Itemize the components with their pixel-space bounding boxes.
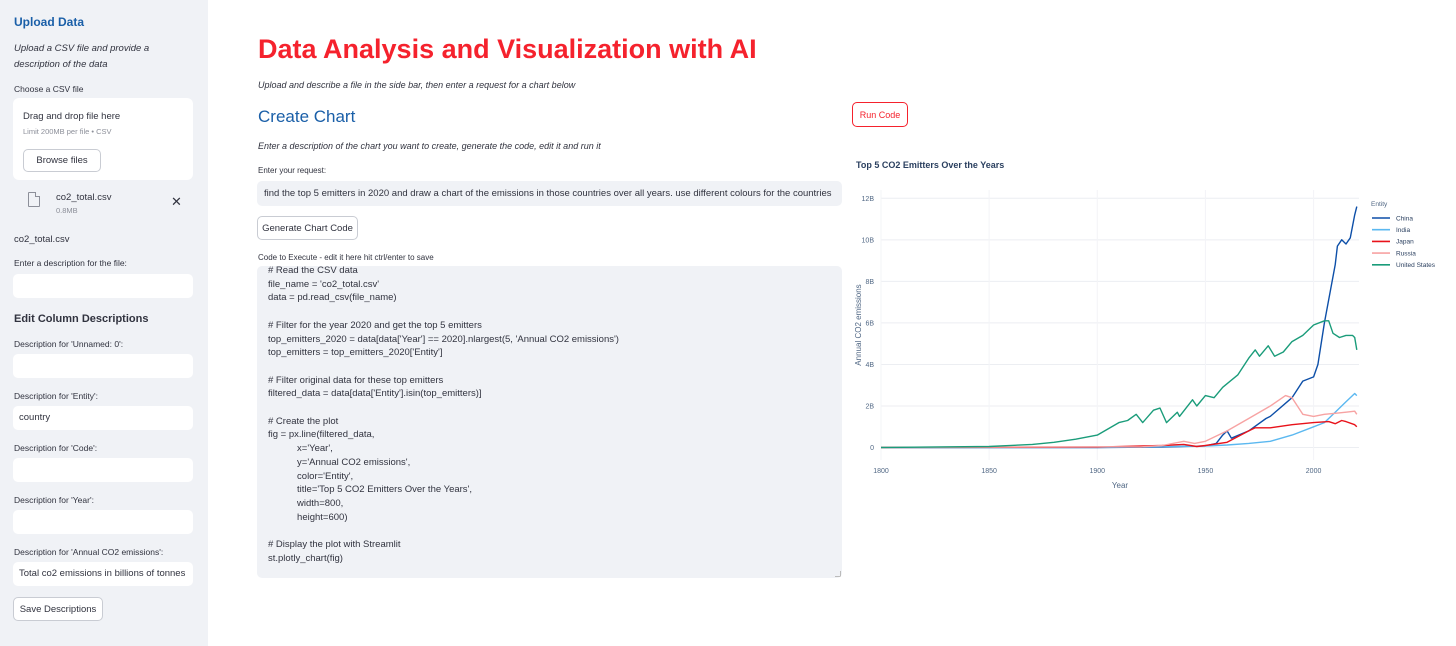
y-tick-label: 4B	[865, 362, 874, 369]
column-description-input[interactable]: Total co2 emissions in billions of tonne…	[13, 562, 193, 586]
dropzone-limit: Limit 200MB per file • CSV	[23, 127, 112, 136]
series-line-united-states	[880, 320, 1358, 449]
upload-description: Upload a CSV file and provide a descript…	[14, 43, 150, 70]
column-description-label: Description for 'Unnamed: 0':	[14, 339, 124, 349]
resize-handle[interactable]	[835, 571, 841, 577]
column-description-input[interactable]	[13, 354, 193, 378]
page-subtitle: Upload and describe a file in the side b…	[258, 80, 576, 90]
x-tick-label: 1850	[981, 468, 997, 475]
y-tick-label: 10B	[862, 237, 875, 244]
browse-files-button[interactable]: Browse files	[23, 149, 101, 172]
column-description-input[interactable]: country	[13, 406, 193, 430]
column-description-label: Description for 'Entity':	[14, 391, 99, 401]
x-tick-label: 1800	[873, 468, 889, 475]
file-description-input[interactable]	[13, 274, 193, 298]
x-tick-label: 1950	[1198, 468, 1214, 475]
x-axis-title: Year	[1112, 481, 1129, 490]
code-text[interactable]: # Read the CSV data file_name = 'co2_tot…	[268, 266, 619, 564]
legend-title: Entity	[1371, 201, 1388, 208]
upload-data-heading: Upload Data	[14, 15, 85, 29]
column-description-label: Description for 'Annual CO2 emissions':	[14, 547, 164, 557]
column-description-input[interactable]	[13, 458, 193, 482]
save-descriptions-button[interactable]: Save Descriptions	[13, 597, 103, 621]
y-tick-label: 0	[870, 445, 874, 452]
y-tick-label: 2B	[865, 404, 874, 411]
current-file-name: co2_total.csv	[14, 234, 70, 245]
series-line-japan	[880, 419, 1358, 449]
column-description-input[interactable]	[13, 510, 193, 534]
series-line-india	[880, 392, 1358, 449]
file-icon	[28, 192, 40, 207]
choose-file-label: Choose a CSV file	[14, 84, 84, 94]
uploaded-file: co2_total.csv 0.8MB ✕	[14, 188, 194, 218]
dropzone-title: Drag and drop file here	[23, 111, 121, 122]
remove-file-icon[interactable]: ✕	[171, 194, 182, 209]
create-chart-heading: Create Chart	[258, 107, 356, 126]
column-description-label: Description for 'Code':	[14, 443, 98, 453]
request-label: Enter your request:	[258, 166, 327, 175]
y-tick-label: 6B	[865, 320, 874, 327]
page-title: Data Analysis and Visualization with AI	[258, 34, 757, 64]
chart-title: Top 5 CO2 Emitters Over the Years	[856, 160, 1005, 170]
legend-item-label: India	[1396, 227, 1410, 234]
run-code-button[interactable]: Run Code	[852, 102, 908, 127]
series-line-china	[881, 206, 1358, 449]
legend-item-label: United States	[1396, 262, 1436, 269]
legend-item-label: Russia	[1396, 250, 1416, 257]
legend-item-label: Japan	[1396, 239, 1414, 246]
legend-item-label: China	[1396, 215, 1413, 222]
uploaded-file-name: co2_total.csv	[56, 192, 112, 203]
co2-line-chart[interactable]: 0 2B 4B 6B 8B 10B 12B 1800 1850 1900 1950 2000 Year A…	[846, 190, 1446, 500]
column-description-label: Description for 'Year':	[14, 495, 94, 505]
create-chart-subtitle: Enter a description of the chart you wan…	[258, 141, 601, 151]
x-tick-label: 1900	[1090, 468, 1106, 475]
generate-chart-code-button[interactable]: Generate Chart Code	[257, 216, 358, 240]
uploaded-file-size: 0.8MB	[56, 206, 78, 215]
series-line-russia	[880, 394, 1358, 449]
file-dropzone[interactable]: Drag and drop file here Limit 200MB per …	[13, 98, 193, 180]
y-tick-label: 12B	[862, 196, 875, 203]
x-tick-label: 2000	[1306, 468, 1322, 475]
request-input[interactable]: find the top 5 emitters in 2020 and draw…	[257, 181, 842, 206]
code-label: Code to Execute - edit it here hit ctrl/…	[258, 253, 434, 262]
code-editor[interactable]: # Read the CSV data file_name = 'co2_tot…	[257, 266, 842, 578]
y-tick-label: 8B	[865, 279, 874, 286]
file-description-label: Enter a description for the file:	[14, 258, 127, 268]
edit-columns-heading: Edit Column Descriptions	[14, 313, 149, 325]
sidebar: Upload Data Upload a CSV file and provid…	[0, 0, 208, 646]
y-axis-title: Annual CO2 emissions	[854, 284, 863, 365]
